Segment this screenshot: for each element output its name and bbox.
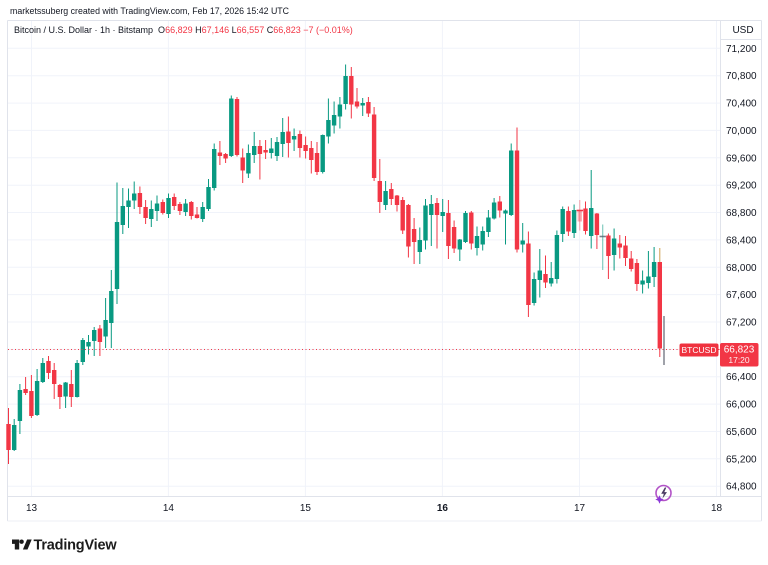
svg-text:68,800: 68,800: [726, 208, 757, 219]
svg-text:67,200: 67,200: [726, 318, 757, 329]
svg-text:17:20: 17:20: [728, 355, 750, 365]
svg-text:15: 15: [300, 503, 312, 514]
svg-text:16: 16: [437, 503, 449, 514]
svg-text:marketssuberg created with Tra: marketssuberg created with TradingView.c…: [10, 6, 290, 16]
svg-text:70,400: 70,400: [726, 99, 757, 110]
svg-text:68,000: 68,000: [726, 263, 757, 274]
svg-text:64,800: 64,800: [726, 482, 757, 493]
svg-text:71,200: 71,200: [726, 44, 757, 55]
svg-text:USD: USD: [732, 25, 753, 36]
svg-text:67,600: 67,600: [726, 290, 757, 301]
svg-text:Bitcoin / U.S. Dollar · 1h · B: Bitcoin / U.S. Dollar · 1h · Bitstamp O6…: [14, 25, 353, 35]
svg-text:65,200: 65,200: [726, 454, 757, 465]
svg-text:66,000: 66,000: [726, 400, 757, 411]
svg-text:TradingView: TradingView: [34, 538, 118, 554]
svg-text:69,600: 69,600: [726, 153, 757, 164]
svg-text:13: 13: [26, 503, 38, 514]
svg-text:17: 17: [574, 503, 586, 514]
svg-text:70,000: 70,000: [726, 126, 757, 137]
svg-text:66,823: 66,823: [724, 345, 755, 356]
svg-text:69,200: 69,200: [726, 181, 757, 192]
svg-text:65,600: 65,600: [726, 427, 757, 438]
svg-text:BTCUSD: BTCUSD: [682, 345, 717, 355]
svg-text:14: 14: [163, 503, 175, 514]
svg-text:70,800: 70,800: [726, 71, 757, 82]
svg-text:68,400: 68,400: [726, 235, 757, 246]
svg-text:18: 18: [711, 503, 723, 514]
svg-text:66,400: 66,400: [726, 372, 757, 383]
